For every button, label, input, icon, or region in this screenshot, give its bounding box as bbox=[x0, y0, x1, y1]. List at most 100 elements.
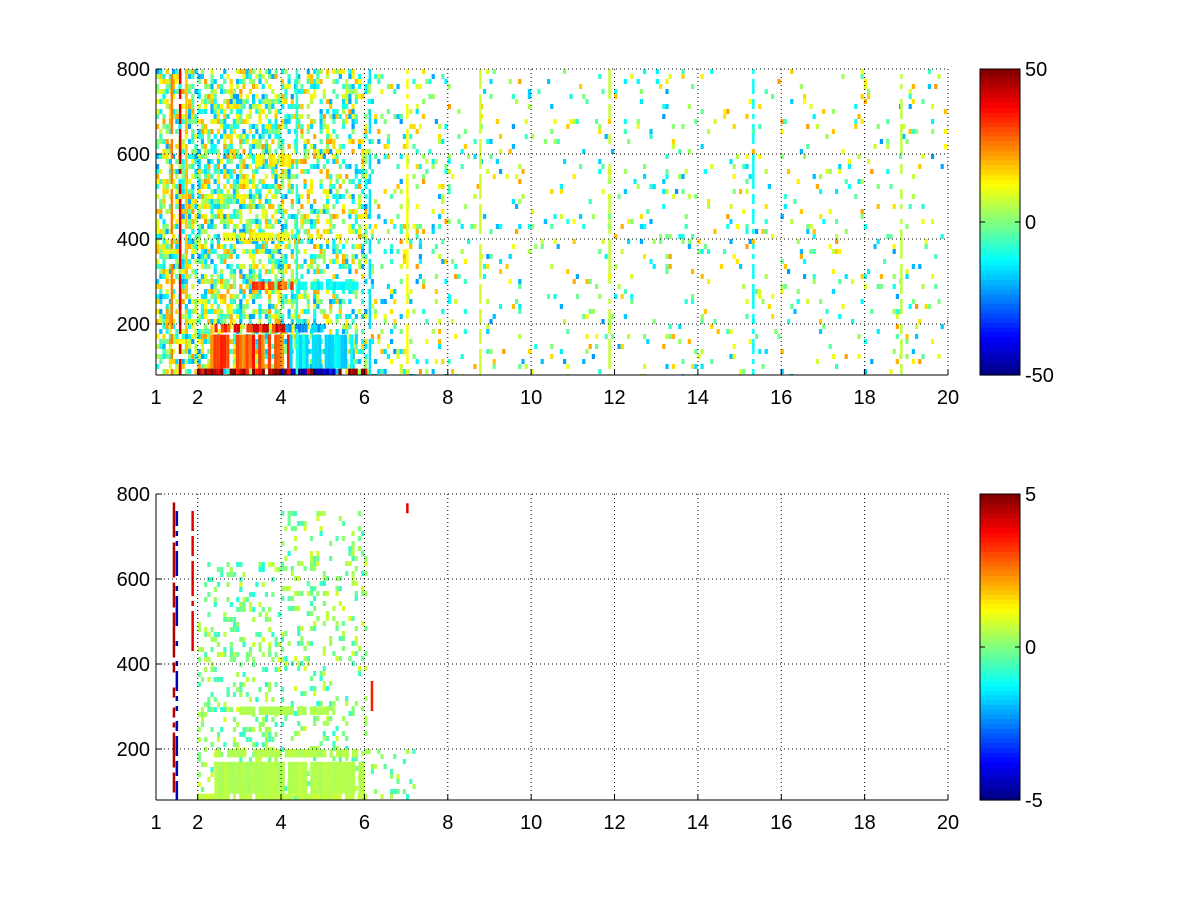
heatmap-cell bbox=[268, 74, 272, 79]
heatmap-cell bbox=[191, 254, 195, 259]
heatmap-cell bbox=[531, 134, 535, 139]
heatmap-cell bbox=[255, 757, 259, 762]
heatmap-cell bbox=[463, 144, 467, 149]
heatmap-cell bbox=[447, 84, 451, 89]
heatmap-cell bbox=[207, 657, 211, 662]
colorbar-swatch bbox=[980, 102, 1020, 108]
heatmap-cell bbox=[316, 149, 320, 154]
heatmap-cell bbox=[239, 179, 243, 184]
heatmap-cell bbox=[566, 364, 570, 369]
heatmap-column-cell bbox=[170, 104, 174, 109]
heatmap-cell bbox=[322, 571, 326, 576]
heatmap-cell bbox=[390, 769, 394, 774]
heatmap-cell bbox=[335, 536, 339, 541]
x-tick-label: 20 bbox=[937, 812, 959, 834]
heatmap-cell bbox=[341, 646, 346, 651]
heatmap-band-cell bbox=[239, 368, 243, 375]
heatmap-cell bbox=[345, 696, 349, 701]
heatmap-cell bbox=[460, 164, 464, 169]
heatmap-cell bbox=[412, 174, 416, 179]
heatmap-band-cell bbox=[233, 761, 237, 794]
heatmap-cell bbox=[226, 254, 230, 259]
heatmap-cell bbox=[248, 607, 253, 612]
heatmap-cell bbox=[261, 204, 265, 209]
heatmap-cell bbox=[611, 334, 615, 339]
heatmap-cell bbox=[229, 169, 233, 174]
heatmap-cell bbox=[499, 149, 503, 154]
heatmap-cell bbox=[300, 194, 304, 199]
heatmap-cell bbox=[357, 184, 362, 189]
heatmap-column-cell bbox=[178, 104, 182, 109]
heatmap-column-cell bbox=[170, 324, 174, 329]
heatmap-column-cell bbox=[295, 99, 299, 104]
heatmap-cell bbox=[322, 154, 326, 159]
heatmap-cell bbox=[191, 104, 195, 109]
heatmap-cell bbox=[582, 314, 586, 319]
heatmap-cell bbox=[216, 149, 220, 154]
heatmap-cell bbox=[390, 789, 394, 794]
heatmap-column-cell bbox=[170, 94, 174, 99]
heatmap-cell bbox=[335, 159, 339, 164]
heatmap-cell bbox=[790, 219, 794, 224]
heatmap-cell bbox=[261, 179, 265, 184]
x-tick-label: 14 bbox=[687, 812, 709, 834]
heatmap-cell bbox=[229, 572, 233, 577]
heatmap-column-cell bbox=[406, 199, 409, 204]
heatmap-cell bbox=[191, 244, 195, 249]
colorbar-swatch bbox=[980, 140, 1020, 147]
heatmap-column-cell bbox=[172, 527, 176, 533]
heatmap-cell bbox=[915, 129, 919, 134]
heatmap-cell bbox=[207, 129, 211, 134]
heatmap-column-cell bbox=[185, 159, 188, 164]
heatmap-cell bbox=[354, 651, 358, 656]
heatmap-cell bbox=[255, 354, 259, 359]
heatmap-cell bbox=[790, 69, 794, 74]
heatmap-cell bbox=[662, 189, 666, 194]
heatmap-column-cell bbox=[295, 284, 299, 289]
heatmap-band-cell bbox=[325, 368, 330, 375]
heatmap-cell bbox=[172, 264, 176, 269]
heatmap-cell bbox=[280, 229, 284, 234]
heatmap-cell bbox=[438, 319, 442, 324]
heatmap-cell bbox=[876, 329, 880, 334]
heatmap-cell bbox=[547, 294, 551, 299]
heatmap-cell bbox=[210, 667, 214, 672]
heatmap-cell bbox=[197, 79, 201, 84]
heatmap-cell bbox=[159, 359, 163, 364]
heatmap-column-cell bbox=[900, 194, 903, 199]
heatmap-cell bbox=[332, 239, 336, 244]
heatmap-column-cell bbox=[479, 314, 482, 319]
heatmap-cell bbox=[828, 244, 832, 249]
heatmap-cell bbox=[207, 319, 211, 324]
heatmap-cell bbox=[216, 737, 221, 742]
heatmap-column-cell bbox=[178, 314, 182, 319]
heatmap-cell bbox=[319, 269, 323, 274]
heatmap-cell bbox=[707, 204, 711, 209]
heatmap-column-cell bbox=[170, 244, 174, 249]
heatmap-cell bbox=[172, 279, 176, 284]
heatmap-cell bbox=[390, 794, 394, 799]
heatmap-cell bbox=[223, 109, 227, 114]
heatmap-cell bbox=[232, 652, 237, 657]
heatmap-cell bbox=[303, 289, 307, 294]
heatmap-cell bbox=[232, 627, 237, 632]
heatmap-cell bbox=[370, 139, 374, 144]
heatmap-cell bbox=[162, 154, 166, 159]
heatmap-cell bbox=[204, 289, 208, 294]
heatmap-cell bbox=[921, 99, 925, 104]
heatmap-column-cell bbox=[178, 89, 182, 94]
heatmap-cell bbox=[380, 329, 384, 334]
heatmap-column-cell bbox=[479, 334, 482, 339]
heatmap-cell bbox=[329, 641, 333, 646]
heatmap-cell bbox=[364, 279, 368, 284]
heatmap-cell bbox=[255, 582, 259, 587]
heatmap-cell bbox=[220, 124, 224, 129]
heatmap-cell bbox=[252, 294, 256, 299]
heatmap-cell bbox=[168, 324, 172, 329]
heatmap-column-cell bbox=[170, 319, 174, 324]
heatmap-band-cell bbox=[304, 281, 308, 290]
heatmap-cell bbox=[325, 314, 330, 319]
heatmap-cell bbox=[184, 134, 188, 139]
heatmap-cell bbox=[281, 254, 285, 259]
